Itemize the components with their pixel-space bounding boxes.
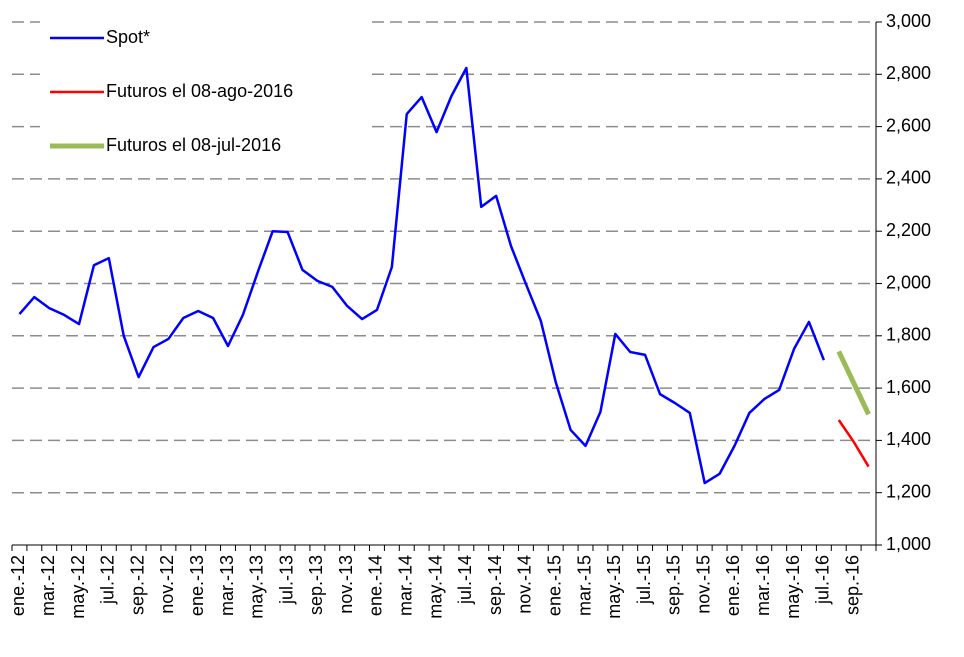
x-tick-label: ene.-14 [366,555,386,616]
x-tick-label: nov.-14 [515,555,535,614]
x-tick-label: ene.-15 [544,555,564,616]
x-tick-label: ene.-13 [187,555,207,616]
x-tick-label: may.-12 [68,555,88,619]
x-tick-label: sep.-12 [127,555,147,615]
x-tick-label: mar.-16 [753,555,773,616]
x-tick-label: sep.-16 [842,555,862,615]
y-tick-label: 2,200 [886,220,931,240]
x-tick-label: ene.-16 [723,555,743,616]
x-tick-label: mar.-15 [574,555,594,616]
series-line [836,350,871,416]
legend-label: Futuros el 08-jul-2016 [106,135,281,155]
y-tick-label: 1,800 [886,325,931,345]
y-tick-label: 1,200 [886,481,931,501]
x-tick-label: may.-14 [425,555,445,619]
x-tick-label: jul.-15 [634,555,654,605]
x-tick-label: sep.-15 [664,555,684,615]
y-tick-label: 2,400 [886,168,931,188]
x-tick-label: mar.-13 [217,555,237,616]
x-tick-label: may.-16 [783,555,803,619]
x-tick-label: jul.-16 [813,555,833,605]
legend-label: Spot* [106,27,150,47]
x-tick-label: may.-13 [247,555,267,619]
y-tick-label: 1,000 [886,534,931,554]
x-tick-label: mar.-12 [38,555,58,616]
y-tick-label: 1,600 [886,377,931,397]
x-tick-label: may.-15 [604,555,624,619]
x-tick-label: jul.-13 [276,555,296,605]
y-tick-label: 2,000 [886,272,931,292]
x-tick-label: sep.-13 [306,555,326,615]
x-tick-label: jul.-12 [98,555,118,605]
x-tick-label: mar.-14 [396,555,416,616]
series-line [18,66,826,485]
x-tick-label: nov.-13 [336,555,356,614]
x-tick-label: nov.-15 [693,555,713,614]
x-tick-label: jul.-14 [455,555,475,605]
y-tick-label: 2,800 [886,63,931,83]
x-tick-label: ene.-12 [8,555,28,616]
x-tick-label: sep.-14 [485,555,505,615]
y-tick-label: 3,000 [886,11,931,31]
series-line [837,419,870,468]
legend-label: Futuros el 08-ago-2016 [106,81,293,101]
x-tick-label: nov.-12 [157,555,177,614]
y-tick-label: 2,600 [886,115,931,135]
y-tick-label: 1,400 [886,429,931,449]
